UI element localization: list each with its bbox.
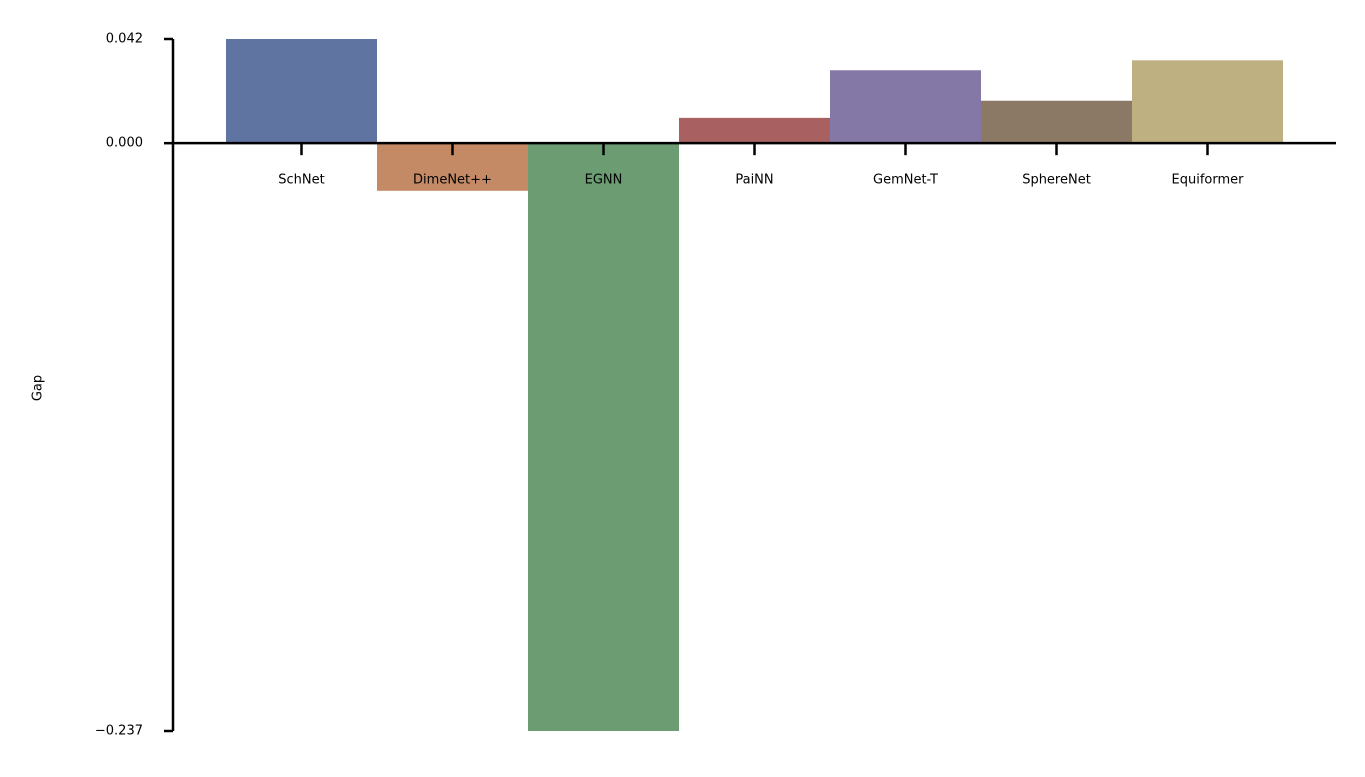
bar	[981, 100, 1132, 144]
x-tick-label: Equiformer	[1172, 173, 1245, 188]
x-tick-label: EGNN	[585, 173, 623, 188]
x-tick-label: SchNet	[278, 173, 324, 188]
bar	[226, 39, 377, 144]
bar	[1132, 60, 1283, 144]
y-tick-label: 0.000	[106, 136, 143, 151]
x-tick-label: PaiNN	[735, 173, 773, 188]
bar	[679, 117, 830, 144]
x-tick-label: SphereNet	[1022, 173, 1091, 188]
x-tick-label: GemNet-T	[873, 173, 938, 188]
y-axis-label: Gap	[31, 375, 46, 401]
bar	[528, 143, 679, 731]
y-tick-label: 0.042	[106, 32, 143, 47]
bar	[830, 70, 981, 144]
x-tick-label: DimeNet++	[413, 173, 492, 188]
y-tick-label: −0.237	[95, 724, 143, 739]
